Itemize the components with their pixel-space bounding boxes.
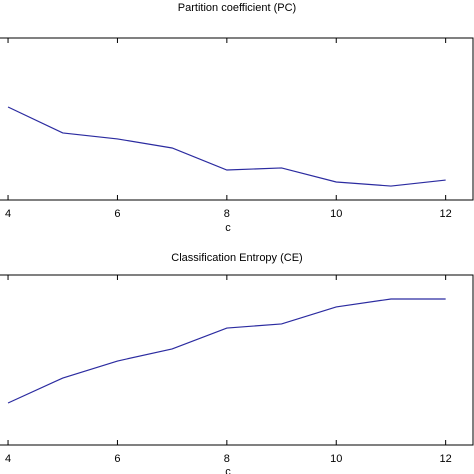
line-series — [7, 298, 446, 404]
x-tick-label: 4 — [5, 208, 11, 220]
chart-title: Partition coefficient (PC) — [178, 2, 296, 14]
x-tick-label: 10 — [330, 453, 342, 465]
x-tick-label: 6 — [114, 453, 120, 465]
axes-box — [0, 274, 474, 446]
x-tick-label: 4 — [5, 453, 11, 465]
x-tick-label: 8 — [224, 208, 230, 220]
axes-box — [0, 37, 474, 201]
x-tick-label: 12 — [440, 453, 452, 465]
x-tick-label: 6 — [114, 208, 120, 220]
x-tick-label: 12 — [440, 208, 452, 220]
x-axis-label: c — [225, 222, 231, 234]
x-tick-label: 8 — [224, 453, 230, 465]
x-tick-label: 10 — [330, 208, 342, 220]
x-axis-label: c — [225, 466, 231, 474]
line-series — [7, 106, 446, 187]
chart-title: Classification Entropy (CE) — [171, 252, 302, 264]
